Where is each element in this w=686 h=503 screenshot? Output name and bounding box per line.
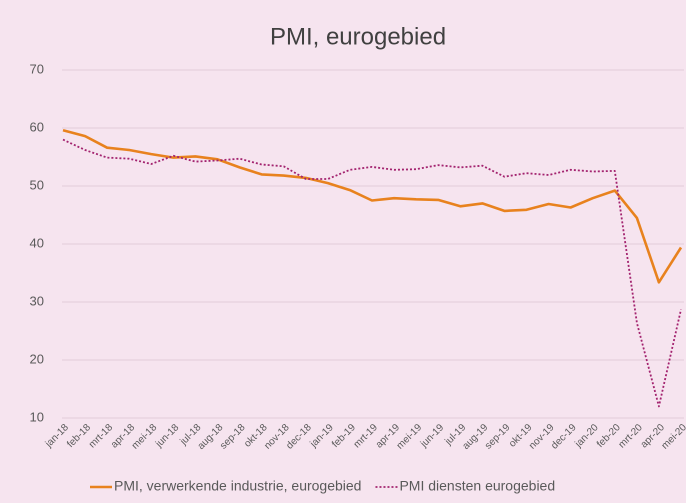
- series-line: [62, 129, 683, 284]
- chart-title: PMI, eurogebied: [270, 23, 446, 50]
- y-tick-label: 50: [30, 177, 44, 192]
- legend-label: PMI, verwerkende industrie, eurogebied: [114, 478, 361, 494]
- y-tick-label: 30: [30, 293, 44, 308]
- y-tick-label: 70: [30, 61, 44, 76]
- y-tick-label: 20: [30, 351, 44, 366]
- y-tick-label: 40: [30, 235, 44, 250]
- y-tick-label: 60: [30, 119, 44, 134]
- y-tick-label: 10: [30, 409, 44, 424]
- series-line: [62, 138, 682, 408]
- legend-label: PMI diensten eurogebied: [399, 478, 555, 494]
